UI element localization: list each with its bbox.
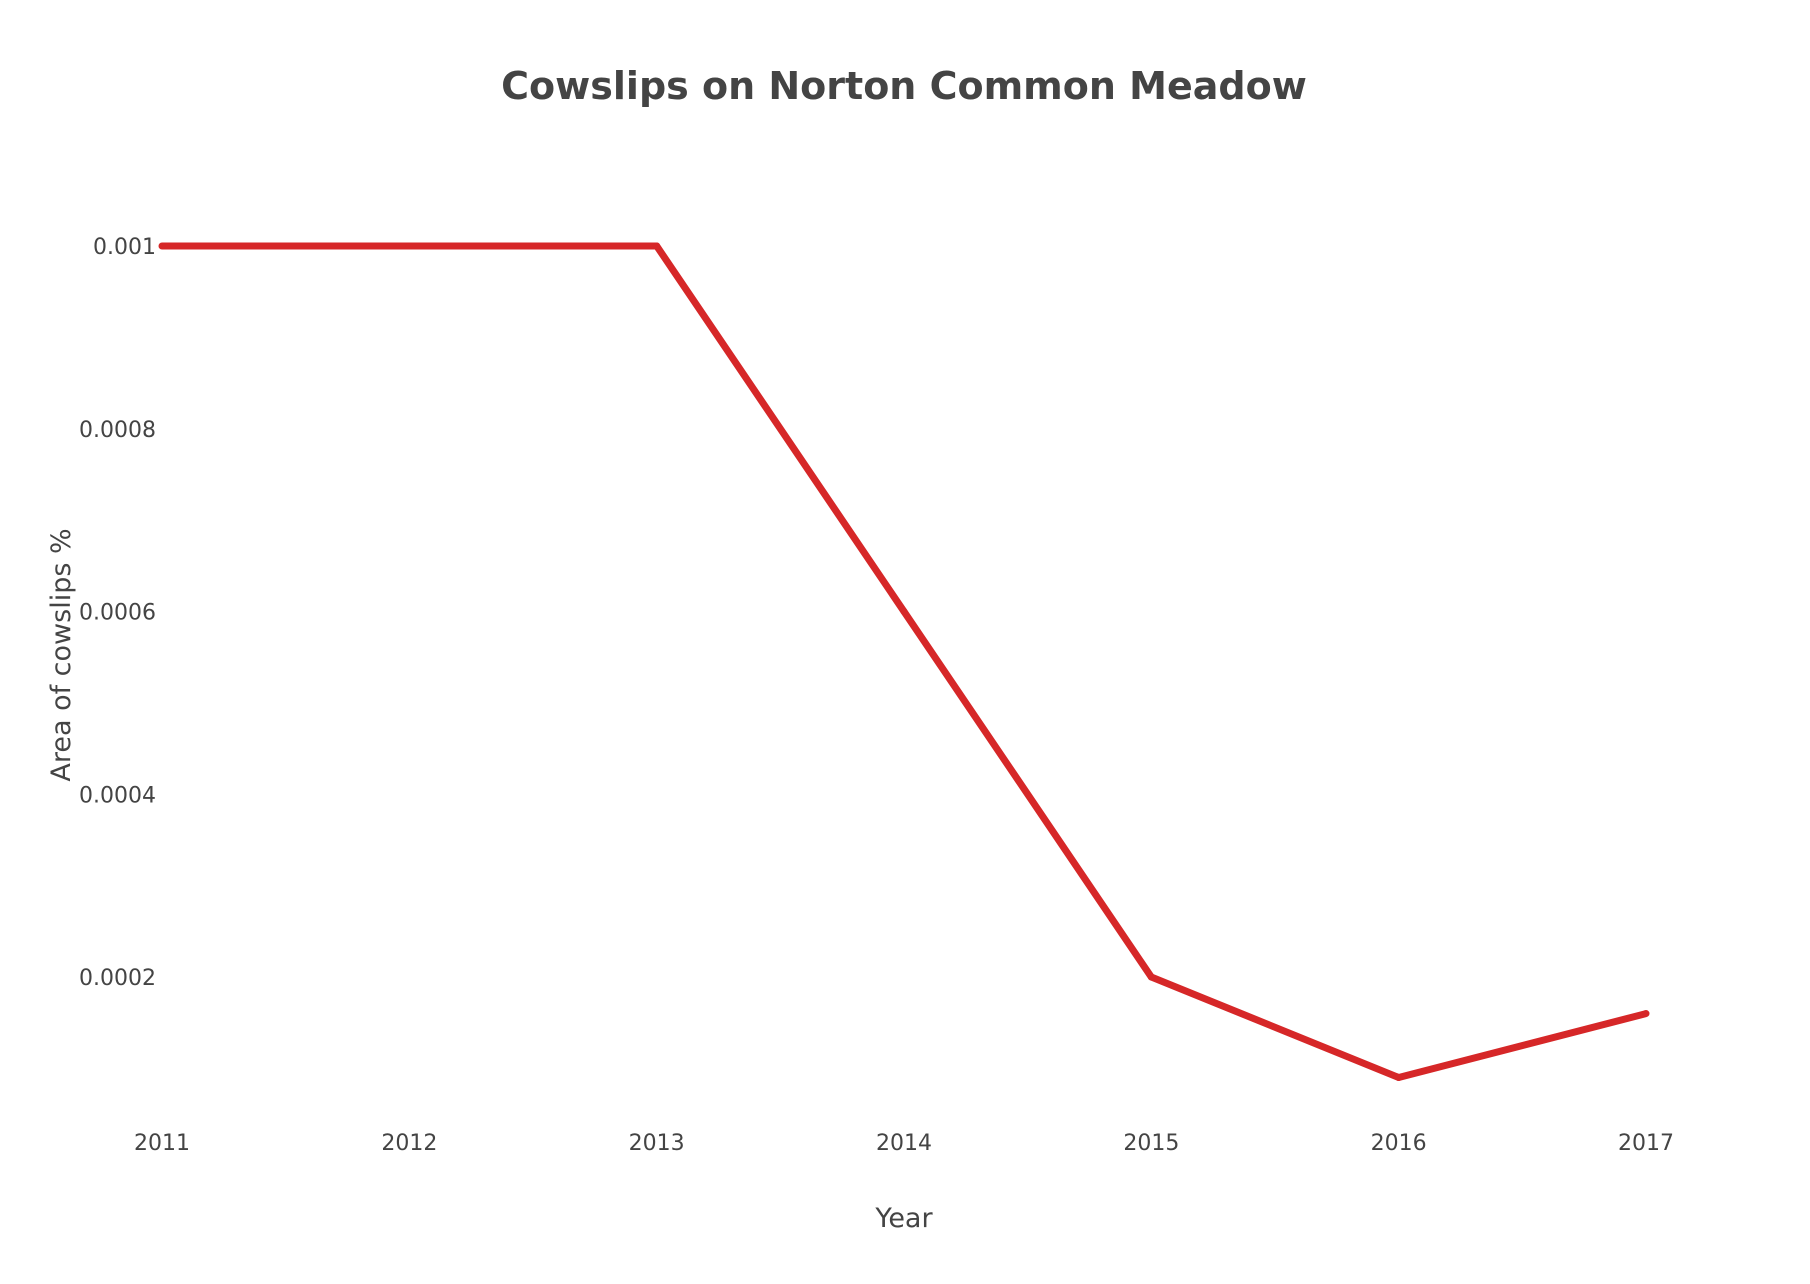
y-axis-title: Area of cowslips % [46, 528, 77, 781]
y-tick-label: 0.0004 [79, 783, 156, 808]
data-point[interactable] [405, 242, 413, 250]
x-tick-label: 2014 [876, 1131, 932, 1156]
x-tick-label: 2012 [381, 1131, 437, 1156]
data-point[interactable] [158, 242, 166, 250]
y-axis-ticks: 0.0002 0.0004 0.0006 0.0008 0.001 [79, 235, 156, 991]
data-point[interactable] [653, 242, 661, 250]
chart-title: Cowslips on Norton Common Meadow [501, 64, 1307, 108]
series-layer [158, 242, 1650, 1082]
x-tick-label: 2017 [1618, 1131, 1674, 1156]
data-point[interactable] [1395, 1074, 1403, 1082]
x-tick-label: 2013 [629, 1131, 685, 1156]
y-tick-label: 0.0002 [79, 966, 156, 991]
y-tick-label: 0.0006 [79, 601, 156, 626]
y-tick-label: 0.0008 [79, 418, 156, 443]
x-tick-label: 2011 [134, 1131, 190, 1156]
x-axis-ticks: 2011 2012 2013 2014 2015 2016 2017 [134, 1131, 1674, 1156]
x-tick-label: 2015 [1123, 1131, 1179, 1156]
x-axis-title: Year [874, 1203, 933, 1234]
data-point[interactable] [1147, 973, 1155, 981]
data-point[interactable] [1642, 1010, 1650, 1018]
data-point[interactable] [900, 608, 908, 615]
x-tick-label: 2016 [1371, 1131, 1427, 1156]
y-tick-label: 0.001 [93, 235, 156, 260]
